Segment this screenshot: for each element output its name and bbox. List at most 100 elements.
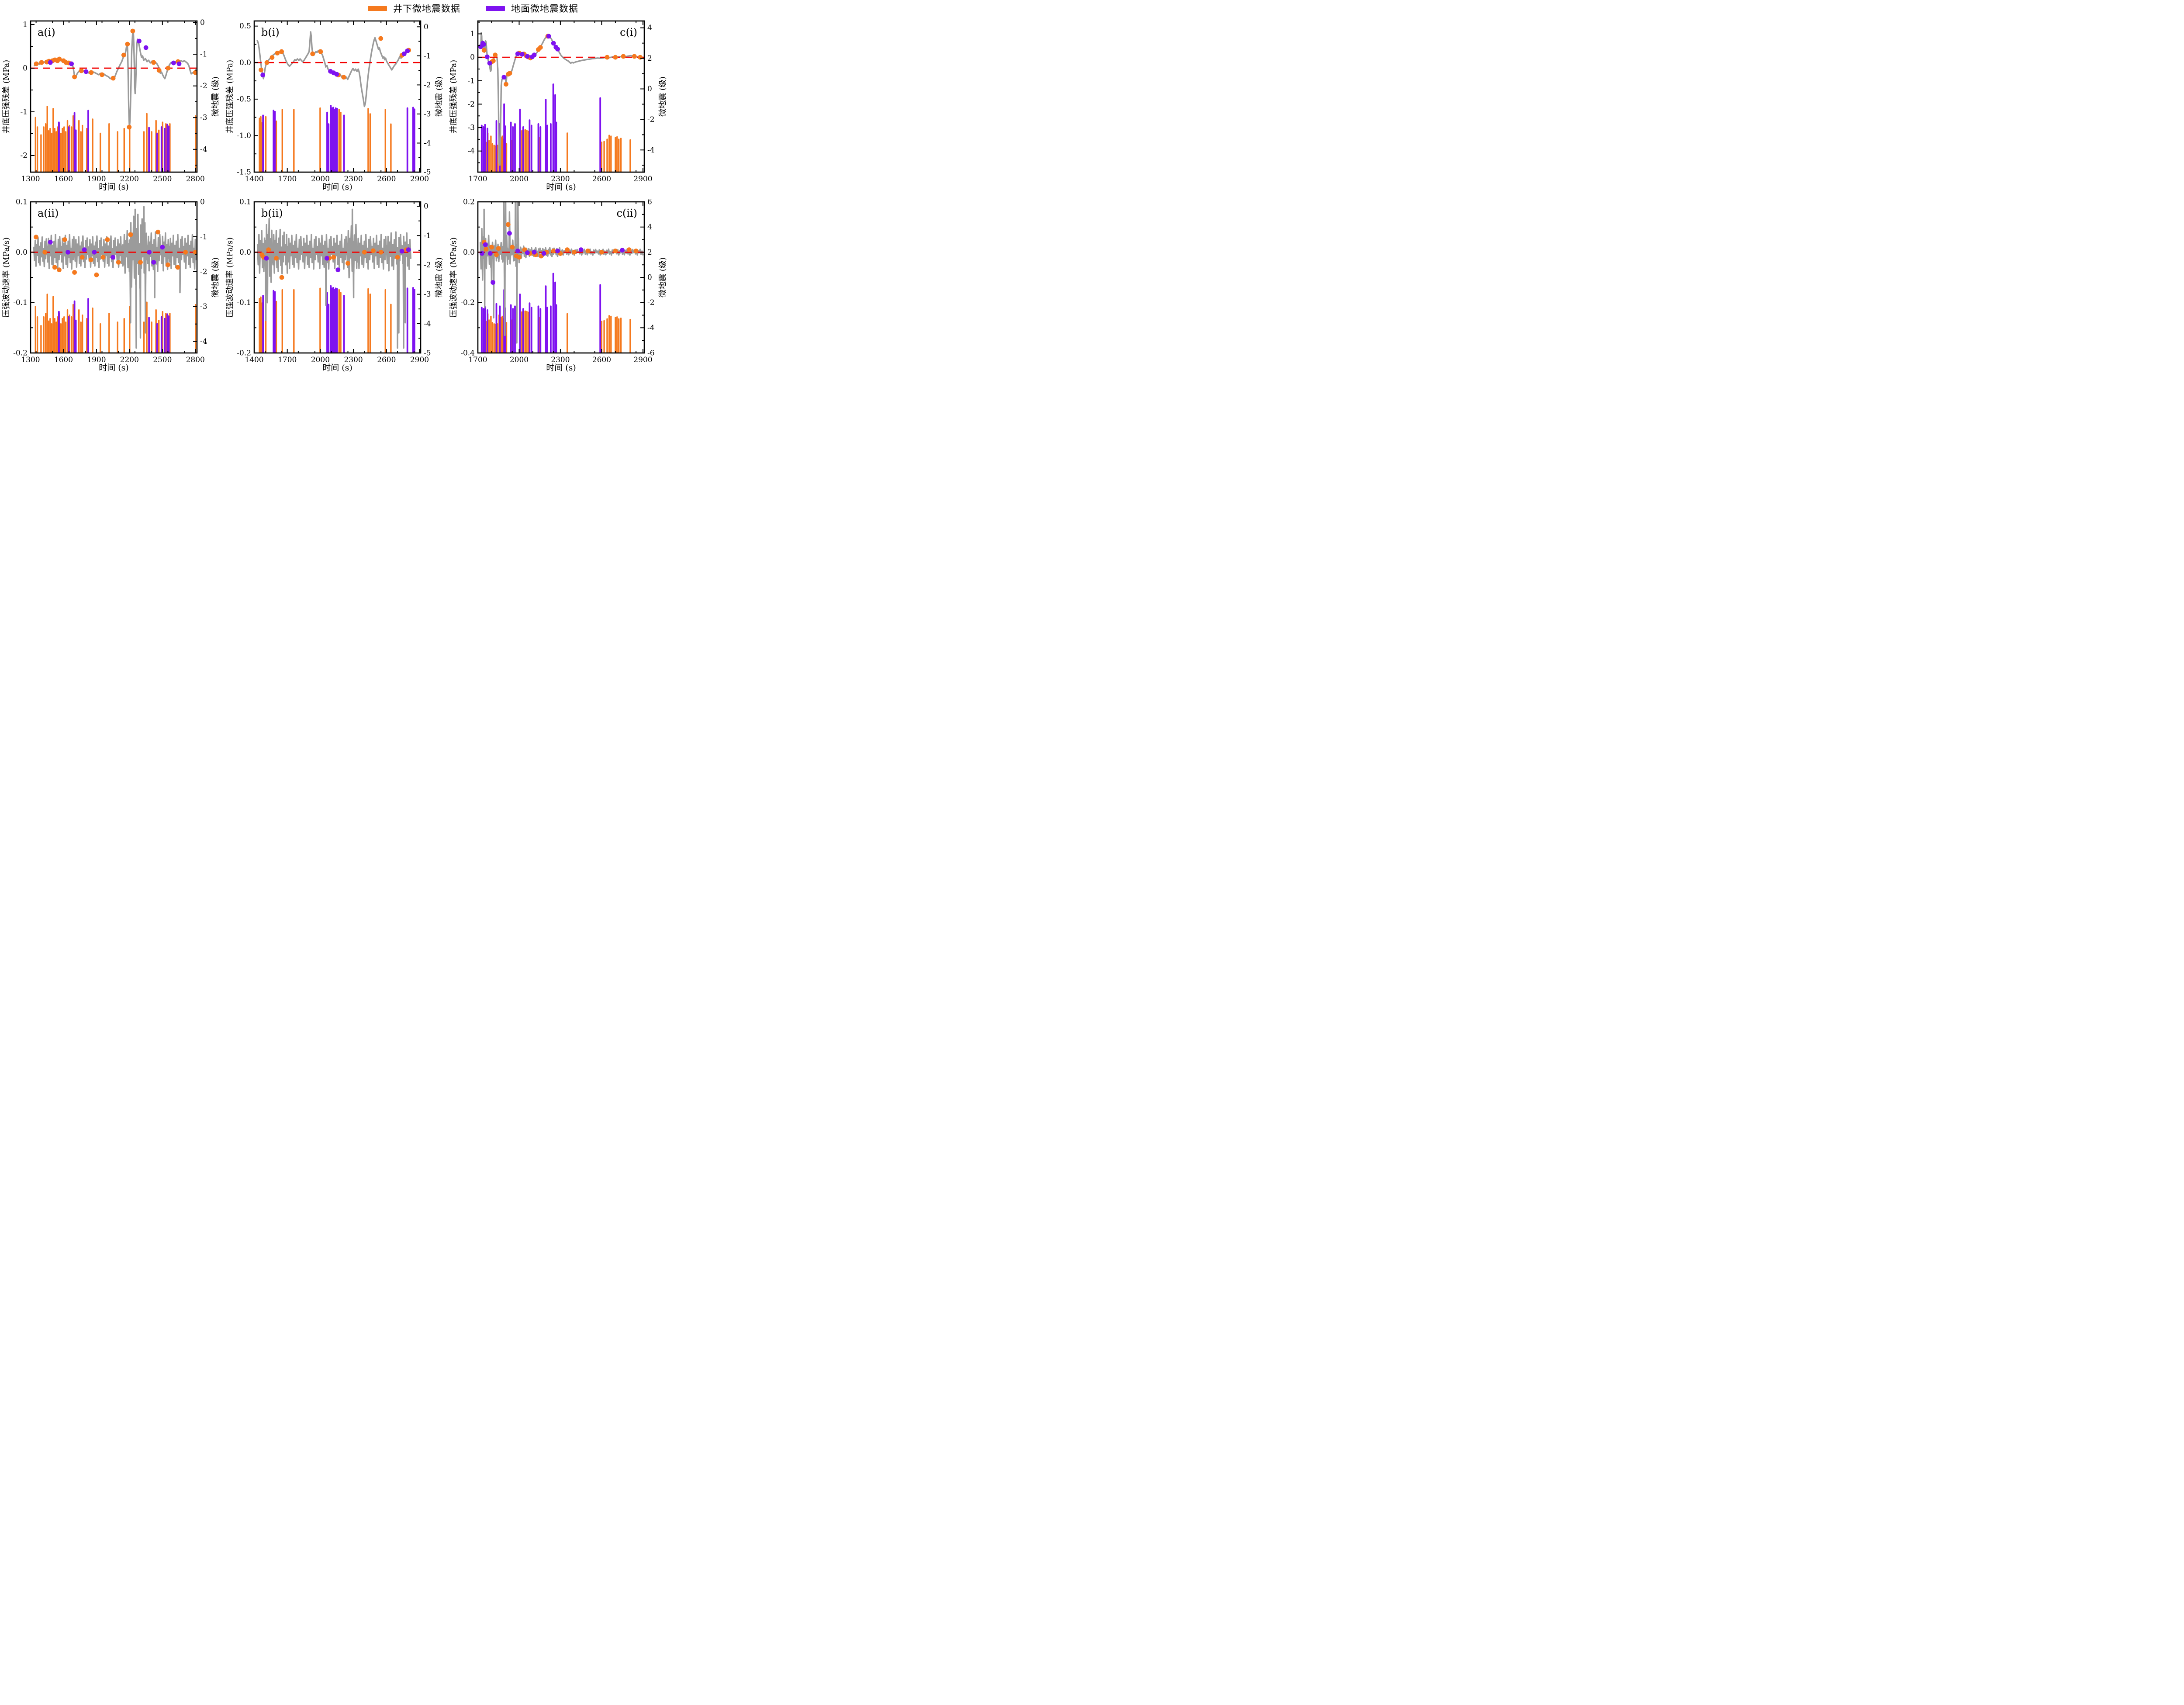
svg-text:0: 0 <box>647 85 652 93</box>
svg-text:-5: -5 <box>424 349 431 358</box>
legend-item-surface: 地面微地震数据 <box>486 2 578 15</box>
svg-text:-3: -3 <box>467 124 475 132</box>
svg-text:2900: 2900 <box>633 356 652 364</box>
pressure-trace <box>256 31 410 107</box>
axis-ticks <box>477 201 644 353</box>
right-tick-labels: 0 -1 -2 -3 -4 -5 <box>424 202 431 358</box>
right-axis-title: 微地震 (级) <box>658 257 667 297</box>
svg-text:0.0: 0.0 <box>239 59 251 67</box>
svg-text:-4: -4 <box>424 319 431 328</box>
x-tick-labels: 1400 1700 2000 2300 2600 2900 <box>245 356 429 364</box>
svg-text:2600: 2600 <box>592 175 611 183</box>
svg-text:0: 0 <box>424 23 429 31</box>
svg-text:0.5: 0.5 <box>239 22 251 31</box>
svg-text:-2: -2 <box>200 82 207 90</box>
svg-text:-6: -6 <box>647 349 655 358</box>
x-tick-labels: 1300 1600 1900 2200 2500 2800 <box>21 175 204 183</box>
svg-text:2300: 2300 <box>551 356 570 364</box>
axis-ticks <box>30 21 197 172</box>
svg-text:1700: 1700 <box>278 356 297 364</box>
svg-text:2: 2 <box>647 54 652 63</box>
chart-b-i: 1400 1700 2000 2300 2600 2900 0.5 0.0 -0.5 -1.0 -1… <box>225 20 444 192</box>
svg-text:-1: -1 <box>200 50 207 59</box>
x-tick-labels: 1700 2000 2300 2600 2900 <box>468 175 652 183</box>
svg-text:1: 1 <box>23 21 28 29</box>
axis-ticks <box>477 21 644 172</box>
svg-text:2900: 2900 <box>410 175 429 183</box>
pressure-trace <box>256 208 411 349</box>
downhole-legend-label: 井下微地震数据 <box>393 3 460 14</box>
pressure-trace <box>33 206 197 349</box>
left-axis-title: 井底压强残差 (MPa) <box>225 60 235 133</box>
left-tick-labels: 1 0 -1 -2 -3 -4 <box>467 30 475 156</box>
svg-text:0: 0 <box>424 202 429 211</box>
svg-text:-0.1: -0.1 <box>237 298 251 307</box>
event-bars-surface <box>262 285 415 353</box>
svg-text:-4: -4 <box>647 324 655 332</box>
scatter-downhole <box>481 222 639 260</box>
svg-text:6: 6 <box>647 198 652 207</box>
event-bars-surface <box>262 105 415 172</box>
svg-text:-4: -4 <box>647 146 655 155</box>
panel-tag: c(i) <box>620 26 637 38</box>
x-tick-labels: 1400 1700 2000 2300 2600 2900 <box>245 175 429 183</box>
svg-text:-0.2: -0.2 <box>237 349 251 358</box>
svg-text:-1.0: -1.0 <box>237 131 251 140</box>
svg-text:1300: 1300 <box>21 356 40 364</box>
svg-text:2200: 2200 <box>120 356 139 364</box>
svg-text:2600: 2600 <box>377 175 396 183</box>
x-axis-title: 时间 (s) <box>322 363 352 373</box>
svg-text:-3: -3 <box>424 110 431 118</box>
svg-text:1400: 1400 <box>245 175 263 183</box>
svg-text:0.0: 0.0 <box>239 248 251 257</box>
scatter-surface <box>48 38 182 74</box>
scatter-surface <box>48 239 165 265</box>
downhole-line-swatch <box>368 6 387 11</box>
right-axis-title: 微地震 (级) <box>435 76 444 117</box>
svg-text:2000: 2000 <box>510 175 529 183</box>
plot-border <box>253 20 422 173</box>
x-tick-labels: 1700 2000 2300 2600 2900 <box>468 356 652 364</box>
svg-text:-3: -3 <box>200 302 207 311</box>
surface-line-swatch <box>486 6 505 11</box>
svg-text:2600: 2600 <box>377 356 396 364</box>
svg-text:-3: -3 <box>200 114 207 122</box>
left-tick-labels: 0.2 0.0 -0.2 -0.4 <box>460 198 475 358</box>
svg-text:0.0: 0.0 <box>463 248 475 257</box>
svg-text:-1: -1 <box>200 232 207 241</box>
svg-text:2800: 2800 <box>186 175 205 183</box>
svg-text:4: 4 <box>647 223 652 232</box>
plot-border <box>477 20 645 173</box>
left-axis-title: 压强波动速率 (MPa/s) <box>2 237 11 318</box>
svg-text:-1: -1 <box>467 76 475 85</box>
legend-item-downhole: 井下微地震数据 <box>368 2 460 15</box>
svg-text:-0.1: -0.1 <box>13 298 28 307</box>
svg-text:-2: -2 <box>467 100 475 109</box>
svg-text:-2: -2 <box>424 261 431 270</box>
panel-tag: b(ii) <box>261 207 283 219</box>
svg-text:2300: 2300 <box>551 175 570 183</box>
svg-text:-2: -2 <box>424 81 431 90</box>
left-tick-labels: 0.1 0.0 -0.1 -0.2 <box>237 198 251 358</box>
plot-border <box>30 20 198 173</box>
svg-text:2000: 2000 <box>510 356 529 364</box>
svg-text:2000: 2000 <box>311 175 330 183</box>
scatter-downhole <box>34 28 197 130</box>
scatter-surface <box>260 48 410 78</box>
svg-text:1900: 1900 <box>87 356 106 364</box>
chart-c-i: 1700 2000 2300 2600 2900 1 0 -1 -2 -3 -4 4 2 0 -2 -4 时间 … <box>449 20 667 192</box>
event-bars-surface <box>58 110 170 172</box>
right-axis-title: 微地震 (级) <box>435 257 444 297</box>
svg-text:2900: 2900 <box>410 356 429 364</box>
panel-tag: a(i) <box>38 26 55 38</box>
svg-text:2300: 2300 <box>344 356 363 364</box>
svg-text:0.0: 0.0 <box>16 248 28 257</box>
svg-text:-5: -5 <box>424 168 431 177</box>
svg-text:0: 0 <box>200 198 205 207</box>
svg-text:-2: -2 <box>200 267 207 276</box>
left-axis-title: 井底压强残差 (MPa) <box>449 60 458 133</box>
right-tick-labels: 4 2 0 -2 -4 <box>647 24 655 155</box>
svg-text:2200: 2200 <box>120 175 139 183</box>
svg-text:2900: 2900 <box>633 175 652 183</box>
svg-text:-4: -4 <box>424 139 431 148</box>
